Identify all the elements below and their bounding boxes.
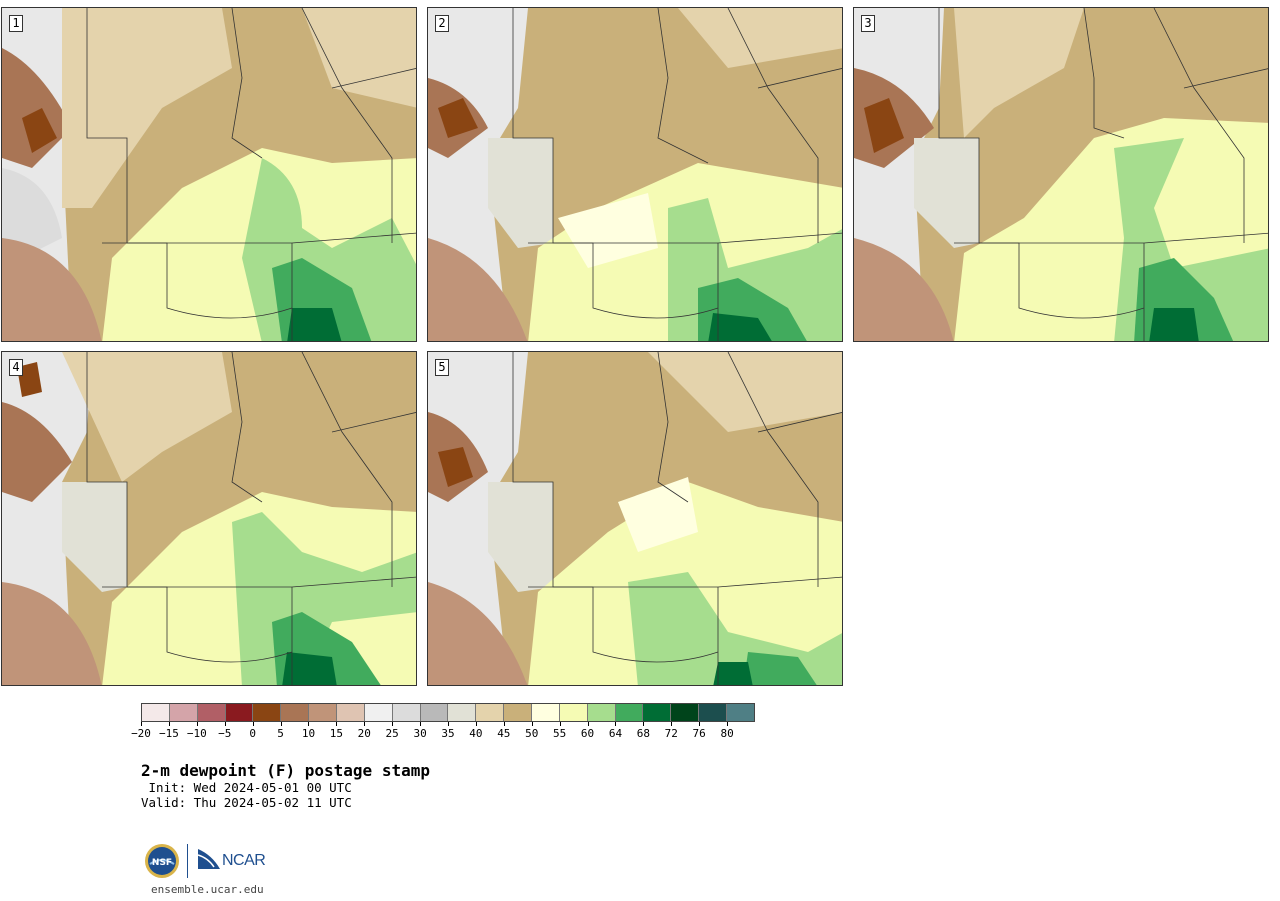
nsf-logo-text: NSF [152,858,172,868]
map-panel-3[interactable]: 3 [853,7,1269,342]
colorbar-tick-label: 0 [233,722,273,740]
map-panel-2[interactable]: 2 [427,7,843,342]
colorbar-swatch [281,704,310,721]
colorbar-tick-label: 30 [400,722,440,740]
dewpoint-map-4 [2,352,416,685]
panel-number-badge: 1 [9,15,23,32]
website-link[interactable]: ensemble.ucar.edu [151,883,264,896]
colorbar-tick-label: −5 [205,722,245,740]
colorbar-tick-label: 50 [512,722,552,740]
panel-number-badge: 2 [435,15,449,32]
panel-number-badge: 5 [435,359,449,376]
colorbar-tick-label: 55 [540,722,580,740]
colorbar-swatch [169,704,198,721]
logo-divider [187,844,188,878]
colorbar-tick-label: 40 [456,722,496,740]
panel-number-badge: 3 [861,15,875,32]
dewpoint-map-1 [2,8,416,341]
colorbar-swatch [643,704,672,721]
colorbar-swatch [253,704,282,721]
colorbar-swatch [476,704,505,721]
logo-area: NSF NCAR [143,842,283,880]
dewpoint-map-2 [428,8,842,341]
valid-time: Valid: Thu 2024-05-02 11 UTC [141,795,352,810]
colorbar-tick-label: 25 [372,722,412,740]
colorbar-tick-label: 60 [568,722,608,740]
colorbar-ticks: −20 −15 −10 −5 0 5 10 15 20 25 30 35 40 45 50 55 60 64 68 7… [131,722,755,742]
colorbar-tick-label: 15 [316,722,356,740]
colorbar-swatch [364,704,393,721]
map-panel-1[interactable]: 1 [1,7,417,342]
init-time: Init: Wed 2024-05-01 00 UTC [141,780,352,795]
colorbar-tick-label: 10 [288,722,328,740]
colorbar-swatch [337,704,365,721]
colorbar-tick-label: 72 [651,722,691,740]
colorbar-tick-label: −20 [121,722,161,740]
colorbar-tick-label: 45 [484,722,524,740]
colorbar-swatch [420,704,449,721]
map-panel-5[interactable]: 5 [427,351,843,686]
dewpoint-map-3 [854,8,1268,341]
colorbar-swatch [309,704,338,721]
dewpoint-colorbar [141,703,755,722]
colorbar-swatch [699,704,728,721]
map-panel-4[interactable]: 4 [1,351,417,686]
colorbar-tick-label: 35 [428,722,468,740]
panel-number-badge: 4 [9,359,23,376]
colorbar-tick-label: 80 [707,722,747,740]
colorbar-tick-label: 76 [679,722,719,740]
colorbar-swatch [587,704,616,721]
dewpoint-map-5 [428,352,842,685]
colorbar-swatch [225,704,254,721]
colorbar-swatch [448,704,477,721]
colorbar-tick-label: −10 [177,722,217,740]
colorbar-swatch [197,704,226,721]
ncar-logo-icon [198,849,220,869]
ncar-logo-text: NCAR [222,852,266,869]
colorbar-swatch [671,704,700,721]
colorbar-tick-label: 20 [344,722,384,740]
nsf-logo-icon: NSF [145,844,179,878]
colorbar-tick-label: 64 [595,722,635,740]
colorbar-swatch [142,704,170,721]
colorbar-tick-label: 5 [261,722,301,740]
colorbar-tick-label: −15 [149,722,189,740]
colorbar-swatch [504,704,533,721]
colorbar-swatch [559,704,588,721]
colorbar-tick-label: 68 [623,722,663,740]
colorbar-swatch [392,704,421,721]
colorbar-swatch [615,704,644,721]
colorbar-swatch [532,704,560,721]
colorbar-swatch [727,704,754,721]
figure-title: 2-m dewpoint (F) postage stamp [141,761,430,780]
